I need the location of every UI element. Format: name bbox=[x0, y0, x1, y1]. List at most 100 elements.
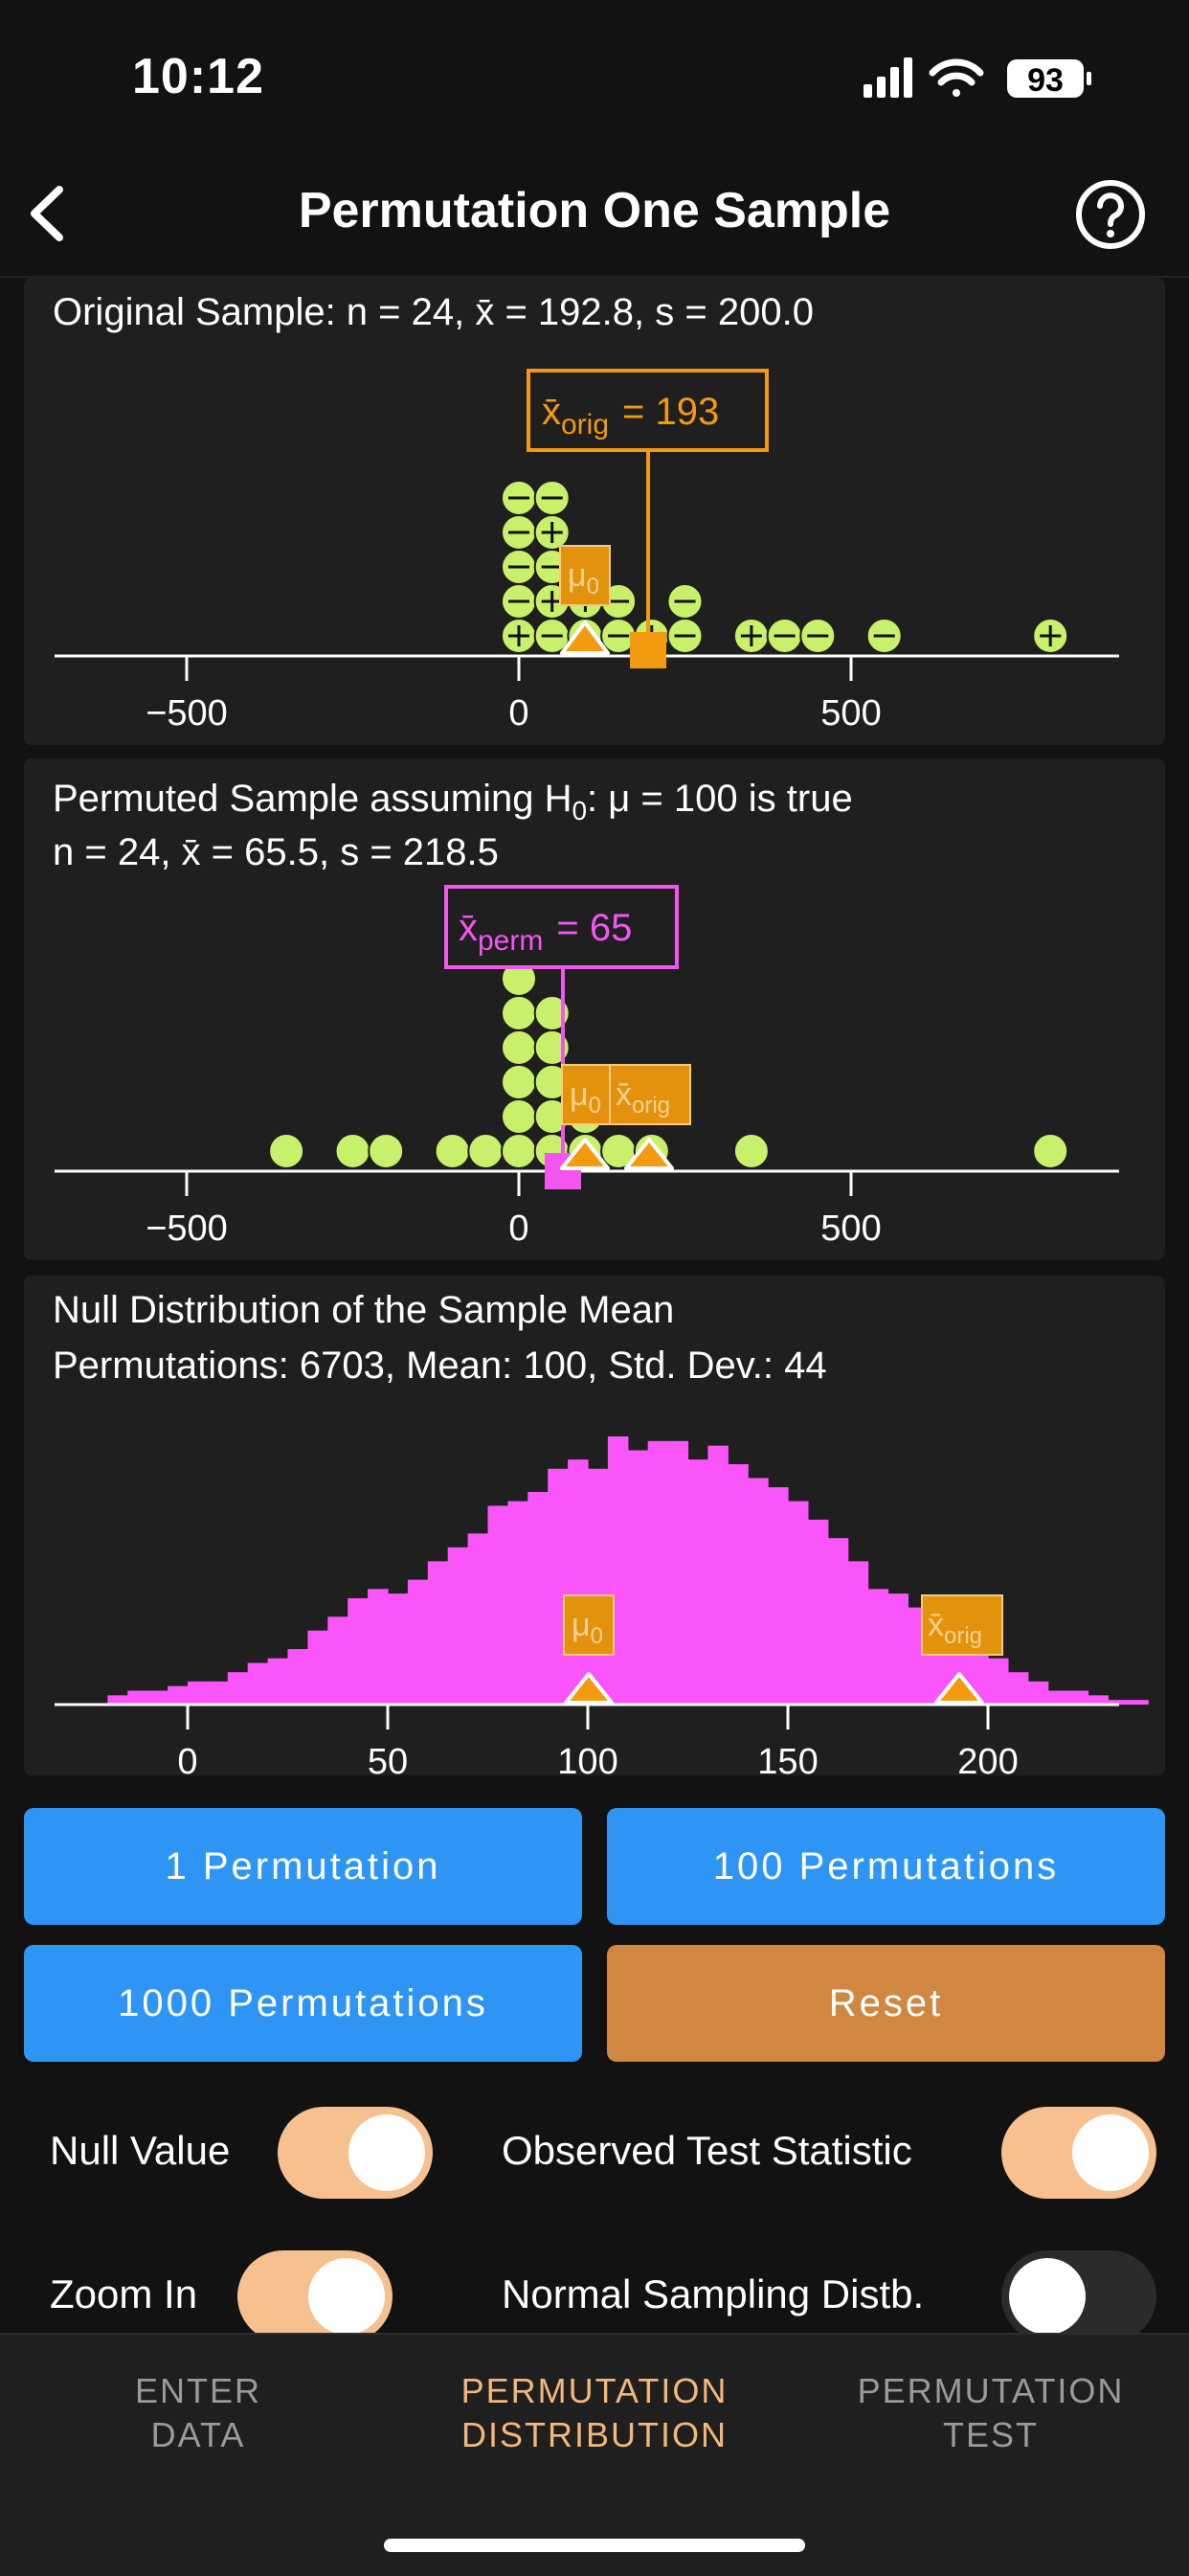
tick-label: 500 bbox=[820, 693, 881, 734]
histogram-bar bbox=[407, 1579, 429, 1705]
tab-enter-data-line2: DATA bbox=[150, 2415, 246, 2454]
normal-sampling-toggle[interactable] bbox=[1001, 2250, 1156, 2342]
histogram-bar bbox=[548, 1468, 569, 1705]
toggle-knob bbox=[308, 2258, 385, 2335]
data-point bbox=[501, 1098, 537, 1135]
thousand-permutations-button[interactable]: 1000 Permutations bbox=[24, 1945, 582, 2062]
tick-label: 0 bbox=[508, 1209, 528, 1249]
mu0-marker bbox=[560, 1138, 610, 1170]
data-points bbox=[501, 480, 1069, 654]
tick-label: 100 bbox=[557, 1742, 617, 1775]
tab-permutation-distribution-line1: PERMUTATION bbox=[460, 2371, 729, 2410]
nav-bar: Permutation One Sample bbox=[0, 153, 1189, 278]
one-permutation-button[interactable]: 1 Permutation bbox=[24, 1808, 582, 1925]
histogram-bar bbox=[627, 1450, 649, 1705]
histogram-bar bbox=[467, 1533, 489, 1705]
tick-label: 200 bbox=[957, 1742, 1018, 1775]
help-icon[interactable] bbox=[1074, 178, 1147, 251]
histogram-bar bbox=[168, 1685, 189, 1705]
null-distribution-histogram: 0 50 100 150 200 μ0 x̄orig bbox=[55, 1436, 1149, 1775]
axis-ticks: −500 0 500 bbox=[146, 1171, 882, 1249]
stat-marker bbox=[630, 632, 666, 668]
mu0-label: μ0 bbox=[568, 557, 599, 599]
permuted-sample-panel: Permuted Sample assuming H0: μ = 100 is … bbox=[24, 758, 1165, 1260]
histogram-bar bbox=[647, 1440, 669, 1705]
histogram-bar bbox=[507, 1501, 528, 1705]
tab-permutation-distribution[interactable]: PERMUTATION DISTRIBUTION bbox=[396, 2369, 793, 2457]
normal-sampling-label: Normal Sampling Distb. bbox=[502, 2271, 925, 2316]
data-point bbox=[501, 995, 537, 1031]
tick-label: 0 bbox=[177, 1742, 197, 1775]
histogram-bar bbox=[988, 1658, 1009, 1705]
battery-level: 93 bbox=[1027, 62, 1064, 99]
histogram-bar bbox=[588, 1468, 609, 1705]
battery-icon: 93 bbox=[1007, 59, 1091, 99]
histogram-bar bbox=[348, 1597, 369, 1705]
tab-enter-data-line1: ENTER bbox=[134, 2371, 261, 2410]
histogram-bar bbox=[1108, 1700, 1129, 1705]
histogram-bar bbox=[368, 1589, 389, 1705]
data-point bbox=[533, 995, 571, 1031]
data-point bbox=[467, 1133, 505, 1169]
histogram-bar bbox=[447, 1547, 469, 1705]
histogram-bar bbox=[847, 1561, 869, 1705]
data-point bbox=[334, 1133, 371, 1169]
histogram-bar bbox=[188, 1681, 209, 1705]
histogram-bar bbox=[427, 1561, 449, 1705]
tick-label: 150 bbox=[757, 1742, 818, 1775]
histogram-bar bbox=[107, 1695, 128, 1705]
orig-stat-label: x̄orig bbox=[928, 1607, 982, 1649]
stat-label: x̄orig = 193 bbox=[542, 391, 719, 441]
hundred-permutations-button[interactable]: 100 Permutations bbox=[607, 1808, 1165, 1925]
data-point bbox=[501, 1064, 537, 1100]
status-time: 10:12 bbox=[132, 49, 264, 104]
tab-permutation-test-line2: TEST bbox=[942, 2415, 1039, 2454]
histogram-bar bbox=[227, 1672, 249, 1705]
histogram-bar bbox=[307, 1630, 328, 1705]
reset-button[interactable]: Reset bbox=[607, 1945, 1165, 2062]
back-chevron-icon[interactable] bbox=[17, 180, 84, 247]
histogram-bar bbox=[527, 1491, 549, 1705]
home-indicator bbox=[384, 2539, 805, 2552]
histogram-bar bbox=[1047, 1690, 1069, 1705]
observed-statistic-label: Observed Test Statistic bbox=[502, 2128, 912, 2173]
original-sample-summary: Original Sample: n = 24, x̄ = 192.8, s =… bbox=[53, 291, 814, 333]
zoom-in-toggle[interactable] bbox=[237, 2250, 393, 2342]
histogram-bar bbox=[127, 1690, 148, 1705]
zoom-in-label: Zoom In bbox=[50, 2271, 198, 2316]
histogram-bar bbox=[1027, 1681, 1049, 1705]
stat-label-box bbox=[444, 885, 679, 969]
orig-stat-label-box bbox=[609, 1064, 691, 1125]
histogram-bar bbox=[667, 1440, 689, 1705]
tab-enter-data[interactable]: ENTER DATA bbox=[0, 2369, 396, 2457]
histogram-bar bbox=[887, 1593, 909, 1705]
data-point bbox=[368, 1133, 405, 1169]
data-point bbox=[501, 1029, 537, 1066]
tab-permutation-test[interactable]: PERMUTATION TEST bbox=[793, 2369, 1189, 2457]
histogram-bar bbox=[768, 1487, 789, 1705]
histogram-bar bbox=[1128, 1700, 1149, 1705]
cellular-signal-icon bbox=[864, 57, 912, 98]
null-value-toggle[interactable] bbox=[278, 2107, 433, 2199]
permuted-sample-hypothesis: Permuted Sample assuming H0: μ = 100 is … bbox=[53, 778, 853, 825]
orig-stat-label: x̄orig bbox=[616, 1076, 670, 1119]
status-icons: 93 bbox=[864, 57, 1091, 99]
data-point bbox=[268, 1133, 305, 1169]
histogram-bar bbox=[748, 1478, 769, 1705]
observed-statistic-toggle[interactable] bbox=[1001, 2107, 1156, 2199]
data-point bbox=[1032, 1133, 1069, 1169]
histogram-bar bbox=[388, 1593, 409, 1705]
histogram-bar bbox=[487, 1505, 508, 1705]
tab-permutation-test-line1: PERMUTATION bbox=[857, 2371, 1125, 2410]
histogram-bar bbox=[607, 1436, 629, 1705]
histogram-bar bbox=[287, 1649, 308, 1705]
mu0-marker bbox=[564, 1672, 614, 1705]
data-point bbox=[501, 1133, 537, 1169]
histogram-bar bbox=[1067, 1690, 1089, 1705]
axis-ticks: −500 0 500 bbox=[146, 656, 882, 734]
histogram-bar bbox=[707, 1445, 729, 1705]
histogram-bar bbox=[207, 1681, 229, 1705]
page-title: Permutation One Sample bbox=[298, 183, 891, 238]
mu0-marker bbox=[560, 621, 610, 655]
stat-label-box bbox=[527, 369, 769, 452]
